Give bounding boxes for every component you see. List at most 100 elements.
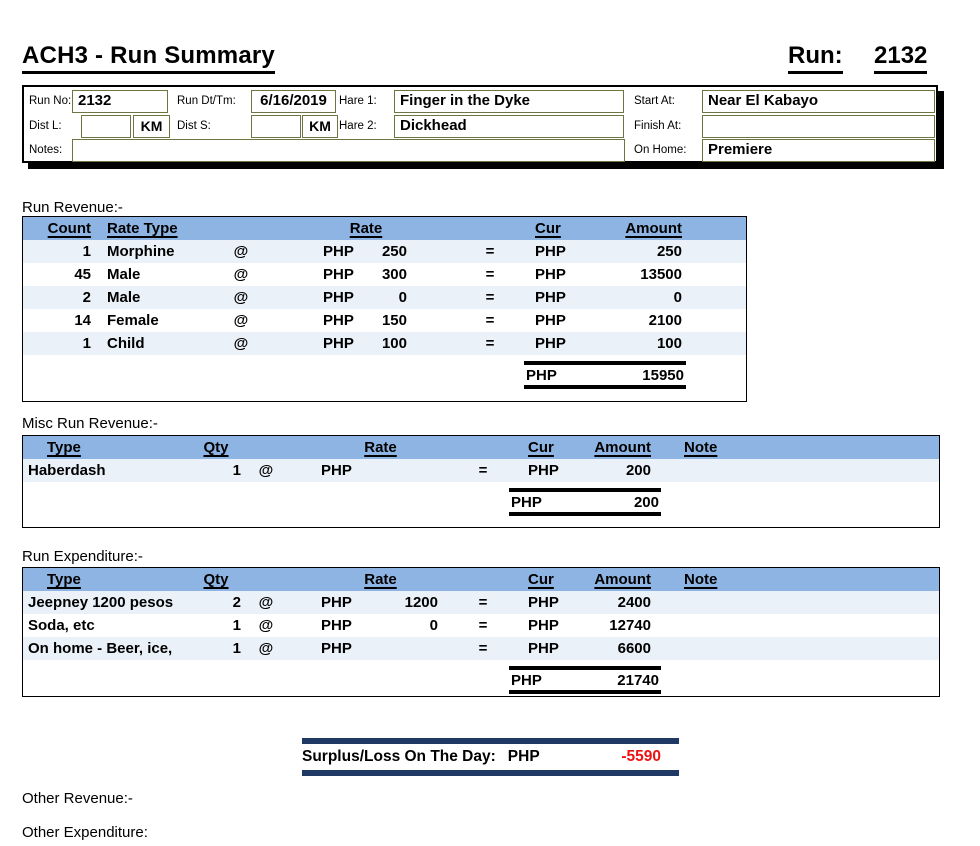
other-expenditure-section-label: Other Expenditure:	[22, 824, 148, 841]
equals-symbol: =	[485, 312, 495, 329]
qty-cell: 1	[232, 640, 241, 657]
rate-cur-cell: PHP	[323, 289, 354, 306]
dist-s-field[interactable]	[251, 115, 301, 138]
table-row: Jeepney 1200 pesos 2 @ PHP 1200 = PHP 24…	[23, 591, 939, 614]
type-cell: On home - Beer, ice,	[28, 640, 173, 657]
cur-cell: PHP	[528, 617, 559, 634]
qty-cell: 2	[232, 594, 241, 611]
at-symbol: @	[258, 594, 274, 611]
header-cur: Cur	[535, 220, 561, 237]
equals-symbol: =	[478, 594, 488, 611]
run-no-field[interactable]: 2132	[72, 90, 168, 113]
header-rate: Rate	[364, 439, 397, 456]
run-header-form: Run No: 2132 Run Dt/Tm: 6/16/2019 Hare 1…	[22, 85, 938, 163]
rate-type-cell: Female	[107, 312, 159, 329]
header-rate: Rate	[364, 571, 397, 588]
surplus-amount: -5590	[621, 748, 661, 765]
header-amount: Amount	[594, 439, 651, 456]
notes-label: Notes:	[29, 144, 63, 156]
amount-cell: 12740	[609, 617, 651, 634]
hare2-label: Hare 2:	[339, 120, 377, 132]
finish-at-field[interactable]	[702, 115, 935, 138]
equals-symbol: =	[485, 289, 495, 306]
table-row: Soda, etc 1 @ PHP 0 = PHP 12740	[23, 614, 939, 637]
header-type: Type	[47, 571, 81, 588]
dist-l-field[interactable]	[81, 115, 131, 138]
header-count: Count	[47, 220, 91, 237]
count-cell: 45	[74, 266, 91, 283]
count-cell: 1	[82, 335, 91, 352]
hare1-label: Hare 1:	[339, 95, 377, 107]
rate-cur-cell: PHP	[323, 335, 354, 352]
misc-revenue-section-label: Misc Run Revenue:-	[22, 415, 158, 432]
table-row: 1 Morphine @ PHP 250 = PHP 250	[23, 240, 746, 263]
total-cur: PHP	[511, 671, 542, 689]
rate-type-cell: Child	[107, 335, 145, 352]
header-amount: Amount	[594, 571, 651, 588]
type-cell: Haberdash	[28, 462, 106, 479]
at-symbol: @	[233, 289, 249, 306]
total-amount: 200	[633, 493, 659, 511]
at-symbol: @	[258, 640, 274, 657]
qty-cell: 1	[232, 617, 241, 634]
qty-cell: 1	[232, 462, 241, 479]
rate-cell: 1200	[404, 594, 438, 611]
rate-cur-cell: PHP	[321, 594, 352, 611]
run-no-label: Run No:	[29, 95, 72, 107]
amount-cell: 13500	[640, 266, 682, 283]
header-cur: Cur	[528, 439, 554, 456]
rate-cell: 0	[398, 289, 407, 306]
header-qty: Qty	[203, 439, 229, 456]
run-expenditure-total: PHP 21740	[509, 666, 661, 694]
table-row: 1 Child @ PHP 100 = PHP 100	[23, 332, 746, 355]
table-row: Haberdash 1 @ PHP = PHP 200	[23, 459, 939, 482]
run-expenditure-table: Type Qty Rate Cur Amount Note Jeepney 12…	[22, 567, 940, 697]
cur-cell: PHP	[535, 312, 566, 329]
finish-at-label: Finish At:	[634, 120, 682, 132]
header-note: Note	[684, 439, 718, 456]
run-number-label: Run:	[788, 42, 843, 74]
rate-cur-cell: PHP	[321, 640, 352, 657]
amount-cell: 6600	[617, 640, 651, 657]
count-cell: 14	[74, 312, 91, 329]
rate-cell: 100	[381, 335, 407, 352]
hare1-field[interactable]: Finger in the Dyke	[394, 90, 624, 113]
at-symbol: @	[233, 335, 249, 352]
start-at-label: Start At:	[634, 95, 675, 107]
run-expenditure-section-label: Run Expenditure:-	[22, 548, 143, 565]
dist-s-unit: KM	[302, 115, 338, 138]
header-note: Note	[684, 571, 718, 588]
at-symbol: @	[233, 266, 249, 283]
cur-cell: PHP	[528, 640, 559, 657]
at-symbol: @	[258, 617, 274, 634]
cur-cell: PHP	[535, 335, 566, 352]
hare2-field[interactable]: Dickhead	[394, 115, 624, 138]
dist-l-label: Dist L:	[29, 120, 62, 132]
total-amount: 15950	[642, 366, 684, 384]
rate-type-cell: Male	[107, 266, 141, 283]
run-revenue-header-row: Count Rate Type Rate Cur Amount	[23, 217, 746, 240]
cur-cell: PHP	[528, 462, 559, 479]
header-qty: Qty	[203, 571, 229, 588]
rate-cur-cell: PHP	[321, 617, 352, 634]
notes-field[interactable]	[72, 139, 625, 162]
equals-symbol: =	[478, 617, 488, 634]
start-at-field[interactable]: Near El Kabayo	[702, 90, 935, 113]
count-cell: 1	[82, 243, 91, 260]
type-cell: Soda, etc	[28, 617, 95, 634]
header-amount: Amount	[625, 220, 682, 237]
surplus-cur: PHP	[507, 748, 540, 765]
rate-cur-cell: PHP	[323, 266, 354, 283]
equals-symbol: =	[485, 266, 495, 283]
table-row: 14 Female @ PHP 150 = PHP 2100	[23, 309, 746, 332]
header-cur: Cur	[528, 571, 554, 588]
rate-type-cell: Morphine	[107, 243, 175, 260]
on-home-field[interactable]: Premiere	[702, 139, 935, 162]
rate-cur-cell: PHP	[323, 312, 354, 329]
total-amount: 21740	[617, 671, 659, 689]
misc-revenue-table: Type Qty Rate Cur Amount Note Haberdash …	[22, 435, 940, 528]
surplus-label: Surplus/Loss On The Day:	[302, 748, 496, 765]
run-number-value: 2132	[874, 42, 928, 74]
rate-cur-cell: PHP	[323, 243, 354, 260]
run-dttm-field[interactable]: 6/16/2019	[251, 90, 336, 113]
